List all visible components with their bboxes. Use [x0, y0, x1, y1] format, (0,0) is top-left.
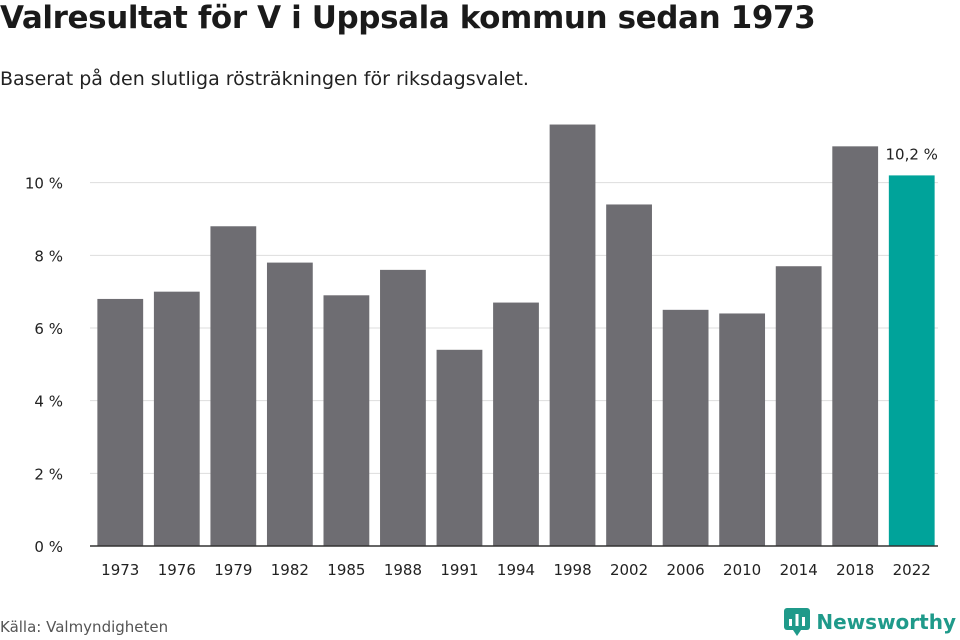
- brand: Newsworthy: [784, 606, 956, 638]
- x-tick-label: 1976: [158, 561, 196, 579]
- bar-1991: [436, 349, 483, 546]
- chart-title: Valresultat för V i Uppsala kommun sedan…: [0, 0, 816, 36]
- y-tick-label: 4 %: [34, 393, 63, 411]
- x-tick-label: 2018: [836, 561, 874, 579]
- bar-1976: [153, 291, 200, 546]
- x-tick-label: 1988: [384, 561, 422, 579]
- bar-1979: [210, 226, 257, 546]
- x-tick-label: 2014: [780, 561, 818, 579]
- y-tick-label: 8 %: [34, 247, 63, 265]
- bar-1982: [266, 262, 313, 546]
- bar-1985: [323, 295, 370, 546]
- bar-2018: [832, 146, 879, 547]
- y-tick-label: 2 %: [34, 465, 63, 483]
- x-tick-label: 2002: [610, 561, 648, 579]
- bar-1998: [549, 124, 596, 547]
- x-tick-label: 1998: [553, 561, 591, 579]
- x-tick-label: 1982: [271, 561, 309, 579]
- y-tick-label: 0 %: [34, 538, 63, 556]
- y-tick-label: 10 %: [25, 175, 63, 193]
- x-tick-label: 2006: [667, 561, 705, 579]
- bar-2022: [888, 175, 935, 546]
- bar-chart: 0 % 2 % 4 % 6 % 8 % 10 % 1973 1976 1979 1982 1985 1…: [25, 124, 938, 579]
- x-tick-label: 1994: [497, 561, 535, 579]
- bar-2006: [662, 309, 709, 546]
- x-tick-label: 2010: [723, 561, 761, 579]
- bar-1994: [493, 302, 539, 546]
- bar-1973: [97, 298, 144, 546]
- source-note: Källa: Valmyndigheten: [0, 618, 169, 636]
- x-tick-label: 1985: [327, 561, 365, 579]
- bar-2010: [719, 313, 766, 546]
- y-tick-label: 6 %: [34, 320, 63, 338]
- brand-name: Newsworthy: [816, 610, 956, 634]
- chart-subtitle: Baserat på den slutliga rösträkningen fö…: [0, 68, 529, 90]
- bar-2014: [775, 266, 822, 546]
- data-label: 10,2 %: [886, 145, 938, 163]
- x-tick-label: 1991: [440, 561, 478, 579]
- x-tick-label: 1973: [101, 561, 139, 579]
- bar-2002: [606, 204, 652, 546]
- x-tick-label: 1979: [214, 561, 252, 579]
- bar-1988: [380, 269, 426, 546]
- x-tick-label: 2022: [893, 561, 931, 579]
- newsworthy-logo-icon: [784, 608, 811, 636]
